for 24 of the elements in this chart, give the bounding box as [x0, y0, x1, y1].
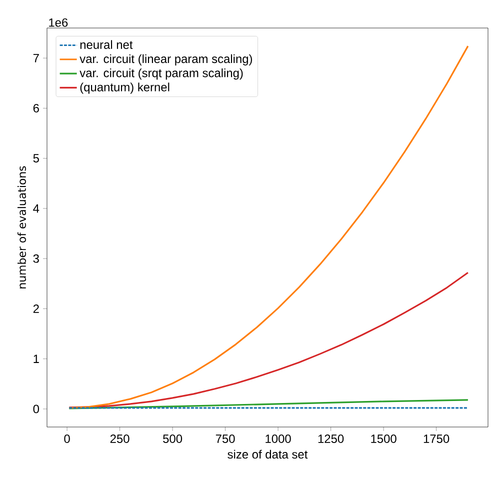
y-tick-label: 1	[34, 354, 39, 363]
y-axis-title: number of evaluations	[18, 166, 26, 288]
text: 1e6	[49, 18, 68, 27]
legend-label: (quantum) kernel	[80, 82, 170, 94]
y-tick-label: 0	[33, 404, 40, 414]
legend-label: var. circuit (linear param scaling)	[80, 54, 252, 66]
legend-label: neural net	[80, 40, 133, 49]
x-tick-label: 1250	[318, 434, 344, 443]
x-axis-title: size of data set	[228, 450, 308, 459]
x-tick-label: 0	[64, 434, 70, 443]
y-tick-label: 6	[33, 104, 39, 112]
x-tick-label: 1000	[266, 434, 291, 443]
x-tick-label: 1750	[424, 434, 450, 443]
y-tick-label: 3	[33, 254, 39, 263]
y-tick-label: 7	[33, 54, 39, 62]
y-tick-label: 4	[33, 204, 40, 213]
line-series	[68, 272, 469, 408]
y-tick-label: 2	[33, 304, 39, 313]
x-tick-label: 500	[163, 434, 182, 443]
x-tick-label: 1500	[371, 434, 396, 443]
x-tick-label: 250	[110, 434, 130, 443]
legend-label: var. circuit (srqt param scaling)	[80, 68, 243, 80]
y-tick-label: 5	[33, 154, 39, 162]
x-tick-label: 750	[216, 434, 235, 443]
